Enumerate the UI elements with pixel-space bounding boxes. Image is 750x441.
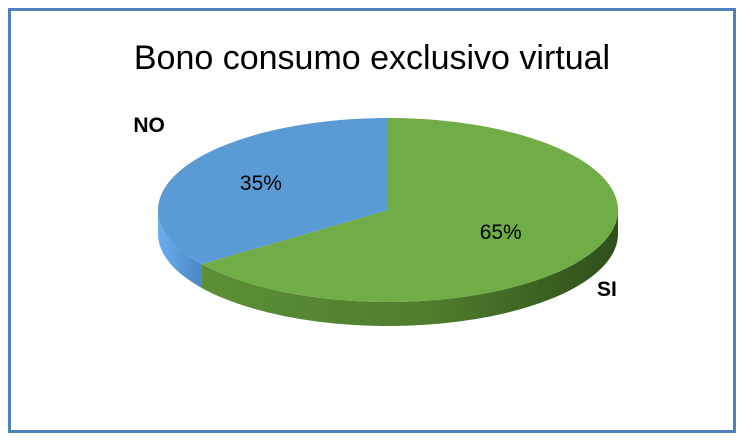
pie-side-si	[201, 210, 618, 326]
pie-category-label-no: NO	[133, 114, 165, 137]
pie-value-label-no: 35%	[240, 172, 282, 195]
pie-slice-no	[158, 118, 388, 265]
pie-category-label-si: SI	[597, 278, 617, 301]
chart-title: Bono consumo exclusivo virtual	[133, 39, 611, 77]
pie-value-label-si: 65%	[480, 221, 522, 244]
pie-slice-si	[201, 118, 618, 302]
pie-side-no	[158, 210, 202, 289]
